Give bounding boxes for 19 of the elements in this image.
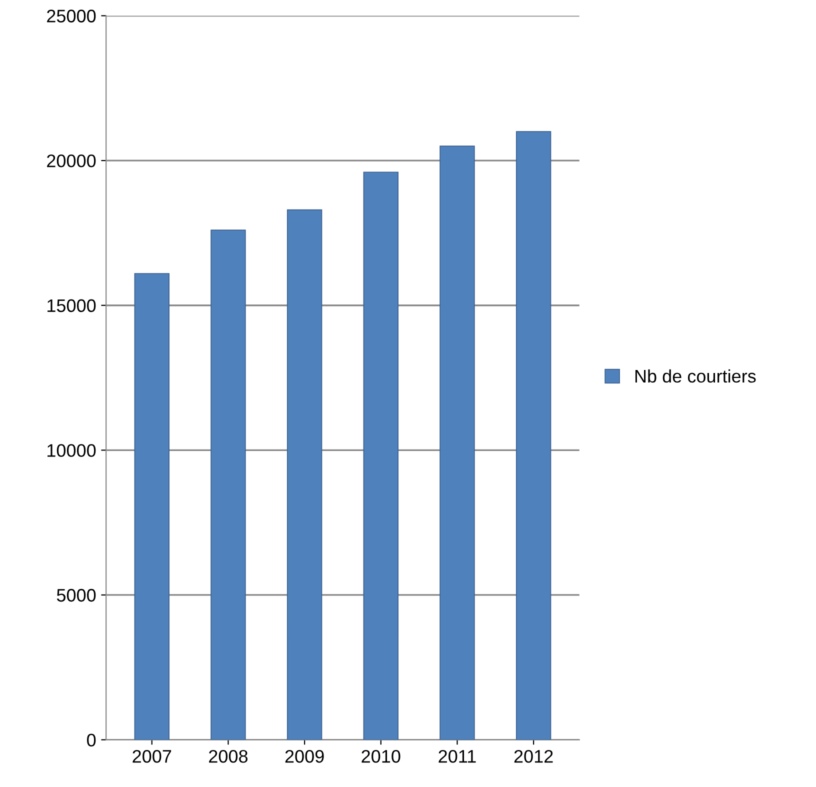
y-tick-label: 15000 [48, 299, 96, 312]
y-tick-label: 20000 [47, 154, 96, 168]
bar [286, 209, 322, 740]
bar [516, 131, 552, 740]
y-tick-label: 25000 [47, 10, 96, 22]
legend-label: Nb de courtiers [635, 369, 756, 383]
y-tick-label: 10000 [48, 444, 96, 457]
bar [134, 273, 170, 740]
x-tick-label: 2010 [362, 750, 400, 763]
y-tick-label: 5000 [56, 588, 96, 602]
bar [210, 230, 246, 740]
x-tick-label: 2008 [209, 750, 248, 763]
bar [440, 146, 475, 740]
x-tick-label: 2007 [132, 750, 172, 763]
x-tick-label: 2009 [285, 750, 324, 763]
x-tick-label: 2012 [514, 750, 553, 763]
x-tick-label: 2011 [438, 750, 476, 763]
y-tick-label: 0 [87, 734, 96, 746]
bar [363, 172, 398, 740]
